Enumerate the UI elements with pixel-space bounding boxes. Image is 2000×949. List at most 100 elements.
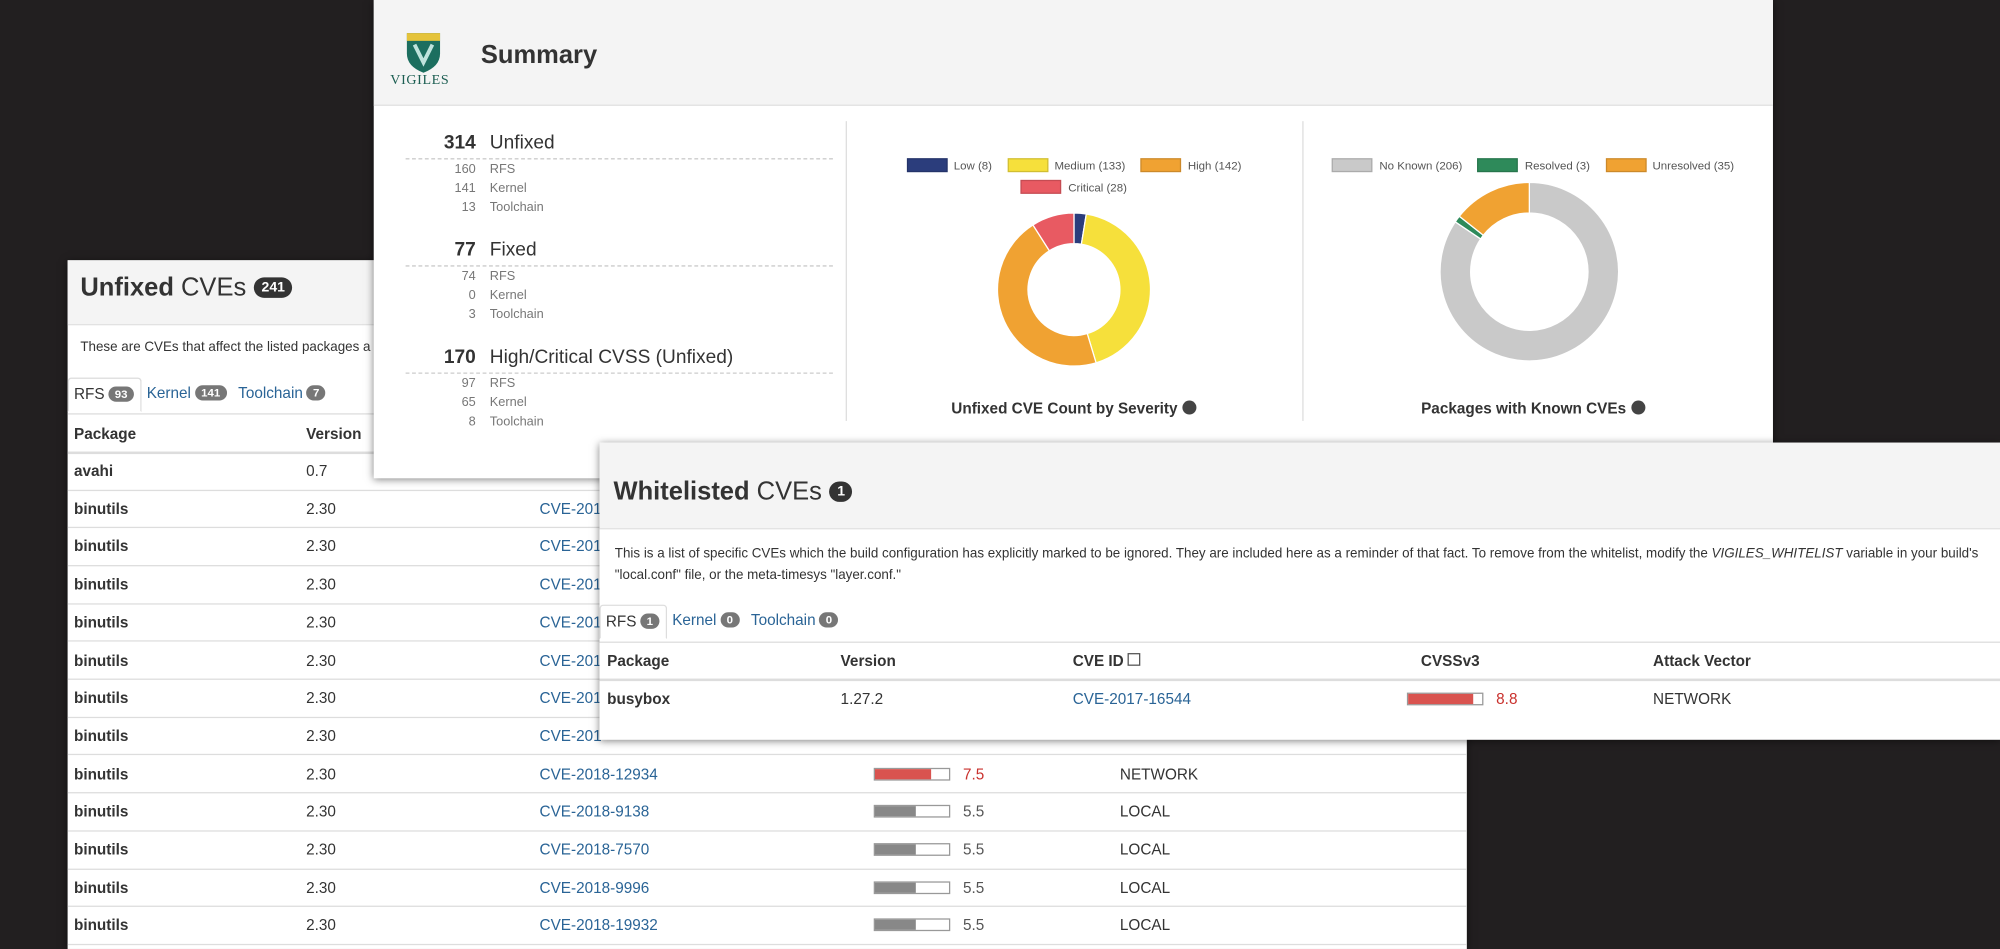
cve-link[interactable]: CVE-2018-19932 — [539, 916, 658, 935]
cve-link[interactable]: CVE-201 — [539, 651, 602, 670]
chart-title-text: Unfixed CVE Count by Severity — [951, 399, 1178, 418]
title-bold: Unfixed — [80, 273, 174, 302]
row-line — [67, 754, 1467, 756]
package: binutils — [73, 537, 129, 556]
package: binutils — [73, 651, 129, 670]
version: 2.30 — [306, 575, 336, 594]
version: 2.30 — [306, 651, 336, 670]
stat-item-value: 97 — [461, 376, 476, 391]
legend-swatch — [1021, 179, 1062, 194]
stat-item-label: Toolchain — [489, 308, 544, 323]
whitelisted-panel: Whitelisted CVEs 1 This is a list of speci… — [599, 442, 2000, 740]
cvss-bar — [874, 882, 916, 893]
cvss-bar-frame — [873, 880, 951, 894]
legend-item: Unresolved (35) — [1605, 158, 1734, 173]
count-badge: 241 — [253, 277, 293, 298]
cvss-bar-frame — [873, 767, 951, 781]
cve-link[interactable]: CVE-201 — [539, 499, 602, 518]
tab-label: RFS — [605, 612, 637, 631]
stat-total: 170 — [443, 346, 476, 368]
cvss-score: 8.8 — [1496, 690, 1518, 708]
chart-title: Packages with Known CVEs — [1302, 399, 1764, 417]
donut-slice — [996, 224, 1097, 367]
shield-top — [406, 33, 441, 41]
column-header: Package — [607, 652, 669, 670]
v-mark — [412, 43, 435, 67]
cve-link[interactable]: CVE-201 — [539, 575, 602, 594]
column-label: Attack Vector — [1653, 651, 1751, 670]
panel-header — [373, 0, 1773, 106]
tab-count: 0 — [819, 612, 839, 628]
tab[interactable]: Toolchain 0 — [746, 605, 845, 639]
donut-chart — [1439, 181, 1620, 362]
tab[interactable]: RFS 1 — [599, 604, 668, 640]
attack-vector: LOCAL — [1119, 916, 1171, 935]
stat-label: Fixed — [489, 239, 537, 261]
cvss-score: 5.5 — [963, 802, 985, 821]
cve-link[interactable]: CVE-2017-16544 — [1072, 690, 1191, 708]
cvss-bar-frame — [873, 805, 951, 818]
cvss-score: 7.5 — [963, 764, 985, 783]
cve-link[interactable]: CVE-2018-7570 — [539, 840, 650, 859]
legend-label: High (142) — [1187, 158, 1242, 172]
stat-item-value: 65 — [461, 396, 476, 411]
title-rest: CVEs — [181, 273, 247, 302]
help-icon — [1182, 400, 1197, 415]
tab-label: Kernel — [672, 610, 717, 629]
version: 2.30 — [306, 916, 336, 935]
stat-item-label: Kernel — [489, 288, 527, 303]
tab-bar: RFS 1 Kernel 0 Toolchain 0 — [599, 604, 845, 640]
version: 2.30 — [306, 840, 336, 859]
donut-chart — [996, 212, 1152, 367]
version: 2.30 — [306, 878, 336, 897]
cvss-score: 5.5 — [963, 916, 985, 935]
stat-line — [405, 372, 833, 375]
donut-slice — [1458, 181, 1530, 237]
column-label: Package — [607, 651, 670, 670]
legend-label: Low (8) — [953, 158, 992, 172]
column-header: Version — [841, 652, 896, 670]
tab[interactable]: Toolchain 7 — [233, 378, 332, 412]
tab-line — [599, 641, 2000, 643]
stat-item-label: RFS — [489, 162, 516, 177]
stat-item-value: 0 — [468, 288, 476, 303]
panel-title: Whitelisted CVEs 1 — [614, 478, 853, 507]
version: 2.30 — [306, 689, 336, 707]
stat-total: 77 — [454, 239, 476, 261]
cve-link[interactable]: CVE-2018-9138 — [539, 802, 650, 821]
stat-item-label: Toolchain — [489, 415, 544, 430]
cvss-bar-frame — [873, 918, 951, 932]
stat-item-label: RFS — [489, 269, 516, 284]
legend-swatch — [906, 158, 948, 173]
column-header: CVSSv3 — [1421, 652, 1480, 670]
legend-item: No Known (206) — [1332, 158, 1462, 173]
legend-label: Resolved (3) — [1524, 158, 1590, 172]
stat-item-value: 3 — [468, 308, 476, 323]
stat-label: Unfixed — [489, 132, 555, 154]
stat-item-value: 141 — [454, 181, 476, 196]
panel-title: Unfixed CVEs 241 — [80, 273, 293, 303]
description: This is a list of specific CVEs which th… — [615, 543, 1980, 586]
package: avahi — [73, 461, 114, 480]
tab[interactable]: Kernel 141 — [142, 378, 233, 412]
cve-link[interactable]: CVE-2018-12934 — [539, 764, 658, 783]
tab[interactable]: Kernel 0 — [667, 605, 746, 639]
cve-link[interactable]: CVE-201 — [539, 689, 602, 707]
summary-title: Summary — [480, 41, 598, 70]
cve-link[interactable]: CVE-201 — [539, 613, 602, 632]
legend-swatch — [1140, 158, 1182, 173]
stat-line — [405, 265, 833, 268]
cve-link[interactable]: CVE-201 — [539, 537, 602, 556]
row-line — [67, 905, 1467, 908]
version: 2.30 — [306, 764, 336, 783]
cve-link[interactable]: CVE-2018-9996 — [539, 878, 650, 897]
cve-link[interactable]: CVE-201 — [539, 726, 602, 745]
title-rest: CVEs — [756, 477, 822, 506]
cvss-bar-frame — [873, 843, 951, 856]
tab[interactable]: RFS 93 — [67, 377, 142, 412]
cvss-bar — [874, 844, 916, 855]
help-icon — [1631, 400, 1646, 415]
stat-item-label: RFS — [489, 376, 516, 391]
row-line — [67, 830, 1467, 832]
